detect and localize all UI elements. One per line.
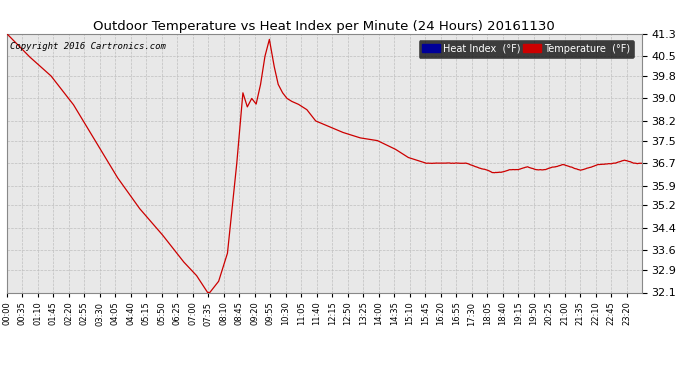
Legend: Heat Index  (°F), Temperature  (°F): Heat Index (°F), Temperature (°F) (419, 40, 633, 58)
Text: Copyright 2016 Cartronics.com: Copyright 2016 Cartronics.com (10, 42, 166, 51)
Title: Outdoor Temperature vs Heat Index per Minute (24 Hours) 20161130: Outdoor Temperature vs Heat Index per Mi… (93, 20, 555, 33)
